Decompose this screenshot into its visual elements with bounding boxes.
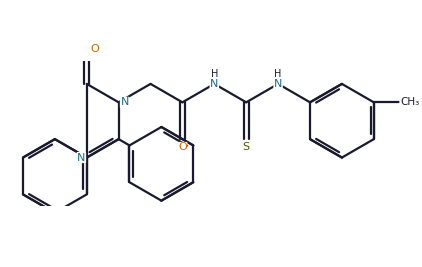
Text: CH₃: CH₃ (400, 97, 419, 107)
Text: N: N (120, 97, 129, 107)
Text: H: H (211, 69, 218, 79)
Text: O: O (91, 44, 100, 54)
Text: S: S (243, 143, 250, 152)
Text: H: H (274, 69, 282, 79)
Text: O: O (178, 143, 187, 152)
Text: N: N (210, 79, 219, 89)
Text: N: N (274, 79, 282, 89)
Text: N: N (77, 152, 86, 163)
